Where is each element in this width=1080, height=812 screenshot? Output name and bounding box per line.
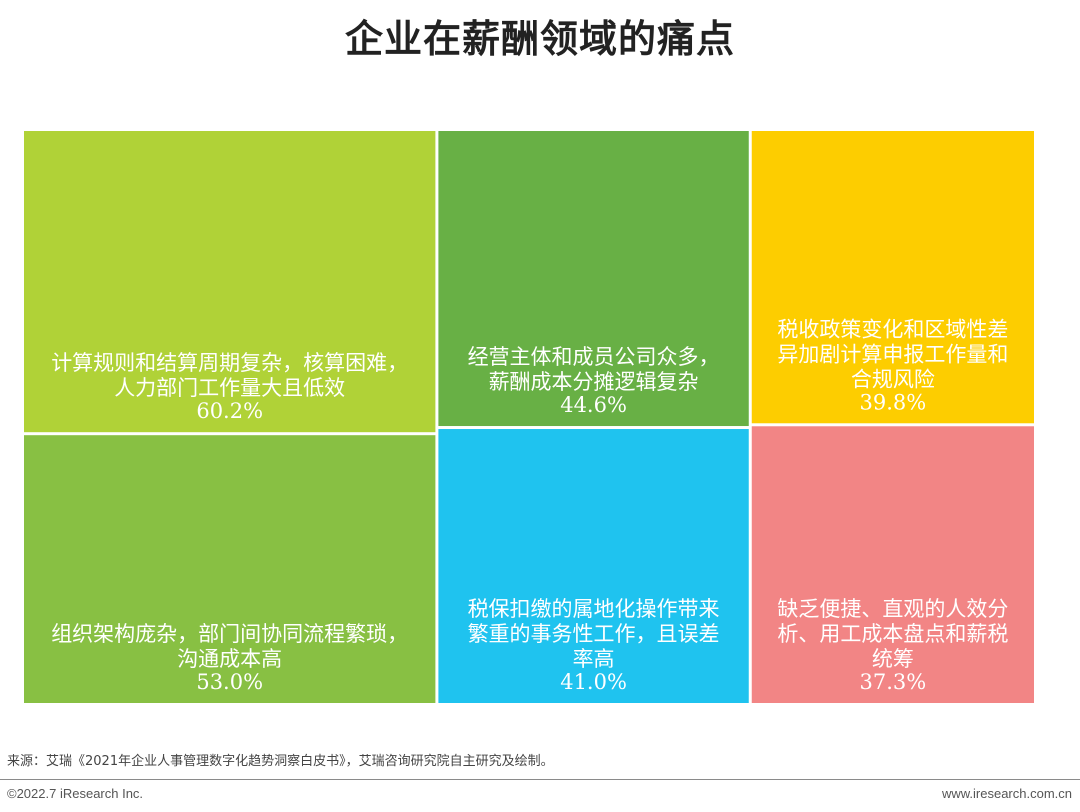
website-text: www.iresearch.com.cn	[941, 786, 1072, 801]
treemap-cell-label: 析、用工成本盘点和薪税	[777, 622, 1008, 646]
treemap-cell-label: 率高	[573, 647, 615, 671]
treemap-cell	[751, 131, 1034, 424]
chart-title: 企业在薪酬领域的痛点	[344, 17, 735, 61]
treemap-cell-value: 44.6%	[560, 393, 627, 417]
source-note: 来源：艾瑞《2021年企业人事管理数字化趋势洞察白皮书》，艾瑞咨询研究院自主研究…	[7, 754, 554, 769]
treemap-cell	[438, 429, 749, 703]
treemap-cell-label: 异加剧计算申报工作量和	[777, 342, 1008, 366]
copyright-text: ©2022.7 iResearch Inc.	[7, 786, 144, 801]
treemap-cell-label: 缺乏便捷、直观的人效分	[777, 597, 1008, 621]
treemap-cell-value: 41.0%	[560, 670, 627, 694]
treemap-cell-label: 统筹	[872, 647, 914, 671]
treemap-cell-label: 人力部门工作量大且低效	[114, 376, 345, 400]
treemap-cell-value: 37.3%	[860, 670, 927, 694]
treemap-cell-label: 税保扣缴的属地化操作带来	[468, 597, 720, 621]
treemap-cell-value: 39.8%	[860, 390, 927, 414]
footer-divider	[0, 779, 1080, 780]
treemap-cell-value: 53.0%	[196, 670, 263, 694]
treemap-cell-label: 合规风险	[851, 367, 935, 391]
treemap-cell-label: 薪酬成本分摊逻辑复杂	[489, 370, 699, 394]
treemap-cell	[24, 435, 436, 703]
treemap-cell-value: 60.2%	[196, 399, 263, 423]
treemap-cell-label: 沟通成本高	[177, 647, 282, 671]
treemap-cell-label: 计算规则和结算周期复杂，核算困难，	[51, 351, 408, 375]
treemap-cell-label: 繁重的事务性工作，且误差	[468, 622, 720, 646]
treemap-cell-label: 组织架构庞杂，部门间协同流程繁琐，	[51, 622, 408, 646]
treemap-cell	[24, 131, 436, 433]
treemap-cell-label: 经营主体和成员公司众多，	[468, 345, 720, 369]
treemap-cell-label: 税收政策变化和区域性差	[777, 317, 1008, 341]
treemap-cell	[438, 131, 749, 427]
treemap-cell	[751, 426, 1034, 703]
